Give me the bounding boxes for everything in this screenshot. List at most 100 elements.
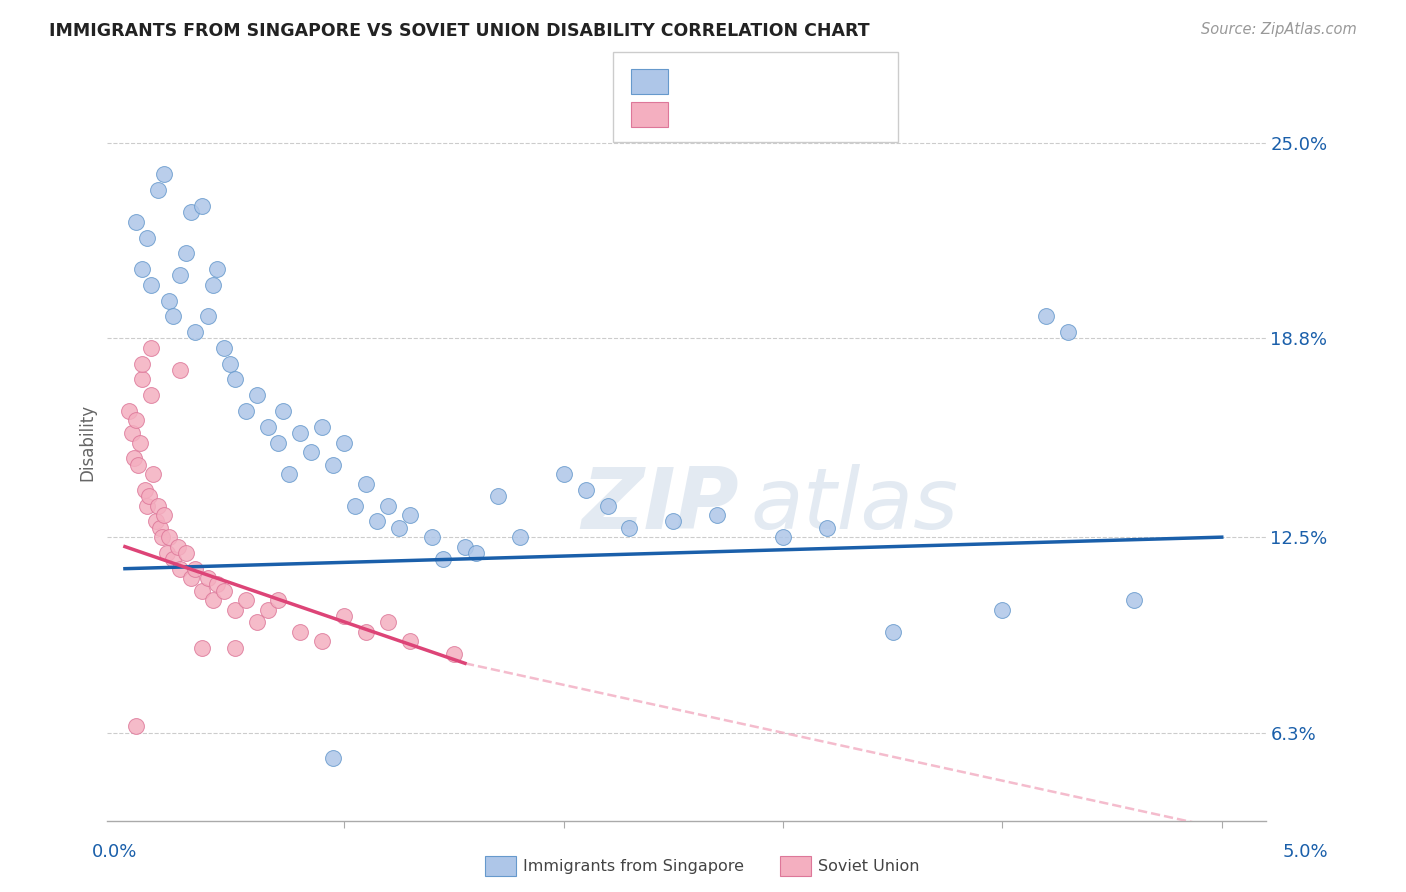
Point	[205, 577, 228, 591]
Point	[290, 624, 312, 639]
Point	[235, 593, 257, 607]
Point	[125, 719, 148, 733]
Point	[271, 404, 294, 418]
Text: -0.345: -0.345	[714, 106, 776, 124]
Point	[127, 458, 149, 472]
Point	[706, 508, 728, 522]
Point	[180, 571, 202, 585]
Point	[662, 515, 685, 529]
Point	[142, 467, 165, 481]
Point	[311, 634, 333, 648]
Point	[145, 515, 167, 529]
Text: ZIP: ZIP	[582, 464, 740, 547]
Point	[169, 363, 191, 377]
Point	[354, 476, 377, 491]
Point	[399, 634, 422, 648]
Point	[166, 540, 188, 554]
Point	[212, 341, 235, 355]
Point	[815, 521, 838, 535]
Point	[1057, 325, 1080, 339]
Point	[190, 640, 212, 655]
Point	[169, 268, 191, 283]
Point	[1035, 310, 1057, 324]
Point	[278, 467, 301, 481]
Point	[224, 640, 246, 655]
Point	[122, 451, 145, 466]
Text: R =: R =	[675, 106, 718, 124]
Point	[176, 246, 198, 260]
Point	[267, 593, 290, 607]
Point	[197, 310, 219, 324]
Point	[256, 419, 278, 434]
Point	[1123, 593, 1146, 607]
Point	[176, 546, 198, 560]
Point	[290, 426, 312, 441]
Point	[344, 499, 367, 513]
Point	[224, 603, 246, 617]
Point	[131, 262, 153, 277]
Point	[146, 499, 169, 513]
Point	[619, 521, 641, 535]
Point	[134, 483, 156, 497]
Text: 56: 56	[813, 72, 837, 90]
Point	[311, 419, 333, 434]
Point	[882, 624, 904, 639]
Text: 0.0%: 0.0%	[91, 843, 136, 861]
Point	[333, 435, 356, 450]
Point	[135, 499, 157, 513]
Point	[135, 230, 157, 244]
Point	[267, 435, 290, 450]
Point	[333, 609, 356, 624]
Point	[245, 388, 267, 402]
Point	[399, 508, 422, 522]
Text: N =: N =	[770, 72, 820, 90]
Point	[443, 647, 465, 661]
Point	[299, 445, 322, 459]
Point	[256, 603, 278, 617]
Point	[150, 530, 173, 544]
Point	[138, 489, 160, 503]
Point	[201, 593, 224, 607]
Point	[377, 615, 399, 630]
Point	[509, 530, 531, 544]
Point	[118, 404, 141, 418]
Point	[219, 357, 242, 371]
Text: R =: R =	[675, 72, 718, 90]
Point	[141, 341, 163, 355]
Text: 5.0%: 5.0%	[1284, 843, 1329, 861]
Text: 0.059: 0.059	[714, 72, 769, 90]
Point	[245, 615, 267, 630]
Point	[153, 168, 176, 182]
Point	[377, 499, 399, 513]
Point	[184, 325, 207, 339]
Point	[131, 372, 153, 386]
Point	[388, 521, 411, 535]
Text: 48: 48	[813, 106, 837, 124]
Point	[146, 183, 169, 197]
Text: Immigrants from Singapore: Immigrants from Singapore	[523, 859, 744, 873]
Point	[322, 458, 344, 472]
Y-axis label: Disability: Disability	[79, 404, 96, 481]
Point	[454, 540, 477, 554]
Point	[486, 489, 509, 503]
Point	[205, 262, 228, 277]
Point	[131, 357, 153, 371]
Point	[212, 583, 235, 598]
Point	[125, 215, 148, 229]
Point	[420, 530, 443, 544]
Point	[141, 277, 163, 292]
Point	[157, 530, 180, 544]
Text: Soviet Union: Soviet Union	[818, 859, 920, 873]
Point	[149, 521, 172, 535]
Point	[201, 277, 224, 292]
Point	[190, 199, 212, 213]
Text: IMMIGRANTS FROM SINGAPORE VS SOVIET UNION DISABILITY CORRELATION CHART: IMMIGRANTS FROM SINGAPORE VS SOVIET UNIO…	[49, 22, 870, 40]
Point	[153, 508, 176, 522]
Point	[432, 552, 454, 566]
Point	[553, 467, 575, 481]
Point	[596, 499, 619, 513]
Point	[235, 404, 257, 418]
Point	[574, 483, 596, 497]
Point	[125, 413, 148, 427]
Point	[464, 546, 486, 560]
